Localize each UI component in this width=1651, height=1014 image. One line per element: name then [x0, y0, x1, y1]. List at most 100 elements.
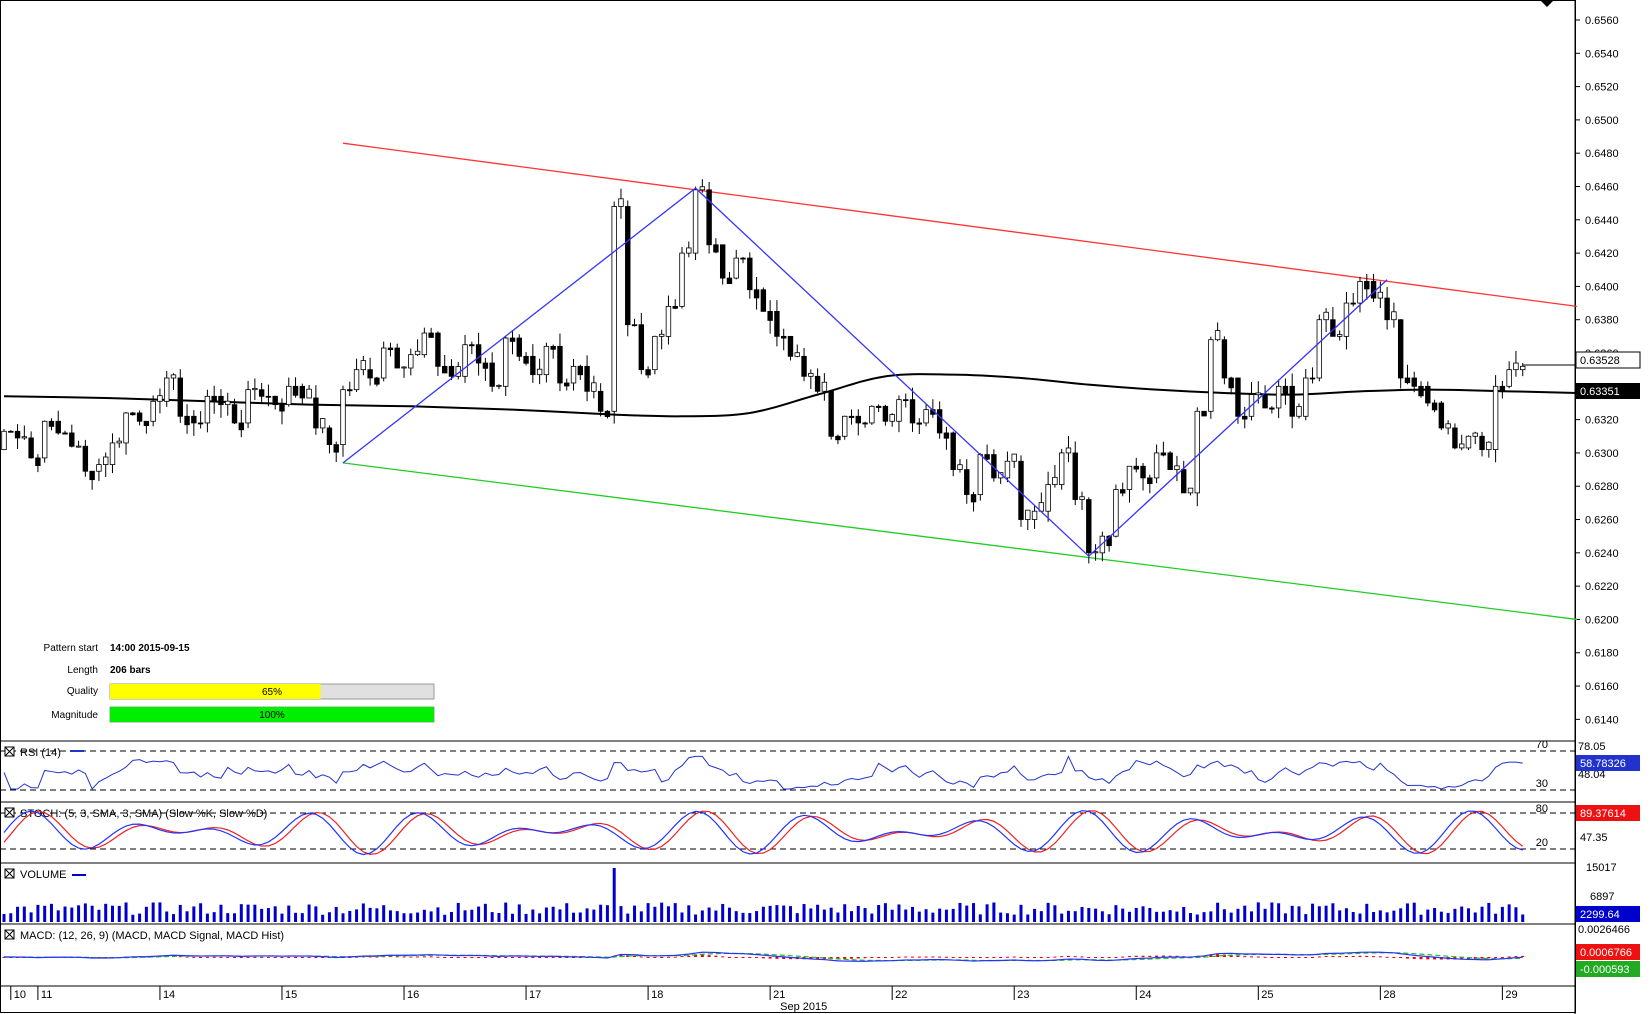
macd-axis-tick-0: 0.0026466 [1578, 924, 1630, 936]
macd-hist-bar [734, 957, 738, 958]
candle [604, 410, 611, 417]
macd-hist-bar [246, 957, 250, 958]
candle [781, 335, 787, 339]
candle [1445, 423, 1451, 429]
volume-bar [707, 907, 711, 922]
candle [414, 350, 421, 356]
candle [950, 432, 956, 470]
candle [62, 432, 68, 435]
volume-bar [1446, 912, 1450, 922]
candle [577, 365, 583, 376]
volume-bar [741, 912, 745, 922]
macd-hist-bar [199, 957, 203, 958]
volume-bar [205, 913, 209, 922]
volume-bar [192, 906, 196, 922]
candle [286, 385, 292, 406]
volume-bar [29, 912, 33, 922]
macd-signal-tag-box [1576, 961, 1640, 977]
candle [211, 395, 217, 403]
macd-line [3, 951, 1523, 962]
volume-bar [1412, 902, 1416, 922]
candle [1303, 377, 1309, 417]
macd-hist-bar [897, 956, 901, 958]
macd-hist-bar [1005, 956, 1009, 958]
volume-bar [321, 914, 325, 922]
macd-hist-bar [1039, 957, 1043, 958]
volume-bar [917, 911, 921, 922]
candle [1160, 452, 1167, 456]
rsi-line [3, 755, 1523, 790]
candle [150, 400, 156, 422]
candle [1377, 291, 1384, 299]
macd-hist-bar [1148, 955, 1152, 957]
volume-bar [1005, 913, 1009, 922]
price-tick-label: 0.6420 [1585, 248, 1619, 260]
candle [1113, 489, 1119, 537]
candle [1370, 281, 1377, 299]
candle [591, 382, 597, 392]
candle [1235, 377, 1241, 417]
macd-hist-bar [1066, 955, 1070, 957]
volume-bar [226, 913, 230, 922]
volume-bar [951, 908, 955, 922]
volume-bar [43, 905, 47, 922]
price-panel[interactable]: 0.6560 0.6540 0.6520 0.6500 0.6480 0.6460 0.64… [1, 0, 1641, 726]
candle [1492, 385, 1499, 450]
volume-bar [1453, 908, 1457, 922]
macd-hist-bar [646, 957, 650, 958]
volume-bar [890, 909, 894, 922]
stoch-panel[interactable]: STOCH: (5, 3, SMA, 3, SMA) (Slow %K, Slo… [0, 801, 1640, 856]
volume-bar [1351, 911, 1355, 922]
candle [692, 189, 699, 254]
volume-bar [965, 905, 969, 922]
rsi-value-tag-box [1576, 755, 1640, 771]
macd-hist-bar [1344, 955, 1348, 957]
macd-hist-bar [904, 956, 908, 958]
volume-bar [104, 903, 108, 922]
volume-bar [700, 910, 704, 922]
macd-hist-bar [185, 956, 189, 958]
volume-bar [1304, 914, 1308, 922]
volume-bar [775, 905, 779, 922]
candle [408, 354, 414, 369]
macd-hist-bar [1494, 957, 1498, 958]
volume-bar [70, 907, 74, 922]
volume-bar [938, 908, 942, 922]
volume-bar [1263, 908, 1267, 922]
candle [360, 360, 367, 371]
macd-hist-bar [761, 957, 765, 959]
macd-hist-bar [538, 957, 542, 958]
candle [584, 365, 590, 392]
volume-bar [1222, 909, 1226, 922]
quality-bar-fill [110, 684, 321, 699]
macd-hist-bar [280, 957, 284, 958]
candle [543, 345, 550, 376]
candle [1479, 435, 1485, 450]
volume-bar [660, 902, 664, 922]
macd-panel[interactable]: MACD: (12, 26, 9) (MACD, MACD Signal, MA… [0, 923, 1640, 977]
macd-hist-bar [416, 956, 420, 958]
volume-bar [592, 909, 596, 922]
macd-hist-bar [700, 954, 704, 957]
volume-bar [687, 905, 691, 922]
candle [380, 347, 387, 379]
volume-bar [1405, 903, 1409, 922]
menu-arrow-icon[interactable] [1540, 0, 1554, 7]
macd-hist-bar [260, 956, 264, 958]
candle [652, 335, 658, 371]
rsi-panel[interactable]: RSI (14) 70 30 78.05 48.04 58.78326 [0, 739, 1640, 791]
price-tick-label: 0.6160 [1585, 681, 1619, 693]
macd-hist-bar [205, 956, 209, 958]
volume-panel[interactable]: VOLUME 15017 6897 2299.64 [0, 862, 1640, 922]
macd-hist-bar [368, 956, 372, 958]
candle [658, 333, 665, 337]
volume-bar [388, 910, 392, 922]
macd-hist-bar [565, 957, 569, 958]
price-tick-label: 0.6400 [1585, 281, 1619, 293]
zigzag-pattern [342, 187, 1388, 558]
macd-hist-bar [226, 956, 230, 958]
candle [923, 409, 929, 424]
macd-hist-bar [1046, 956, 1050, 958]
volume-bar [1195, 914, 1199, 922]
